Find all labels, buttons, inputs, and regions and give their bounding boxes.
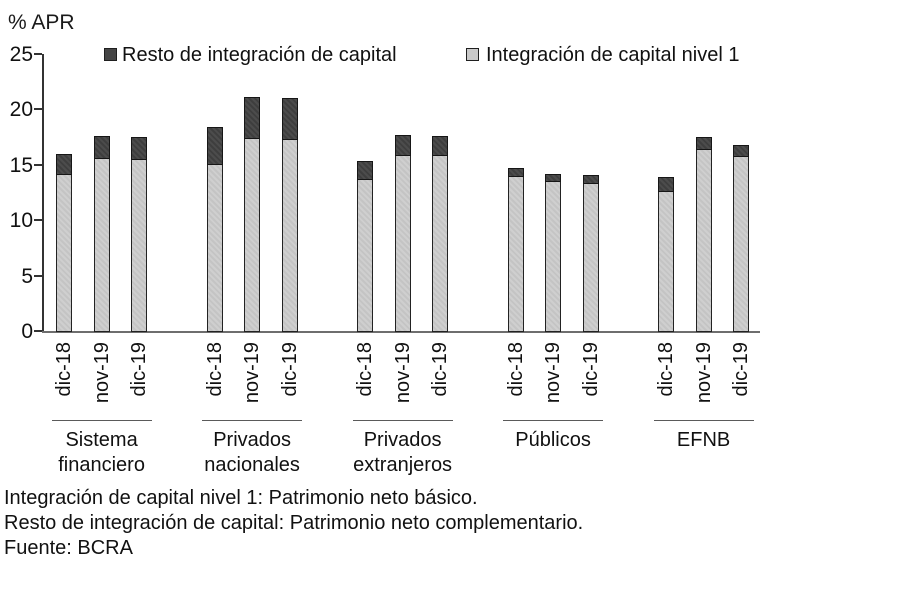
y-axis-tick <box>34 163 42 166</box>
bar-segment-nivel1 <box>733 155 750 332</box>
y-axis-tick <box>34 330 42 332</box>
bar-segment-resto <box>695 137 712 151</box>
bar-segment-nivel1 <box>357 179 373 332</box>
x-tick-label: dic-19 <box>128 342 151 397</box>
bar-segment-resto <box>131 137 148 161</box>
x-tick-label: dic-18 <box>504 342 527 397</box>
bar-segment-nivel1 <box>244 138 261 332</box>
bar-segment-nivel1 <box>507 175 524 332</box>
y-tick-label: 10 <box>9 209 33 233</box>
group-label-line: Sistema <box>65 429 138 451</box>
group-label: EFNB <box>619 428 789 453</box>
group-separator-line <box>503 420 604 421</box>
bar-segment-resto <box>507 168 524 177</box>
bar-segment-resto <box>545 173 562 183</box>
group-label-line: Privados <box>213 429 291 451</box>
bar-segment-resto <box>733 144 750 157</box>
footnotes: Integración de capital nivel 1: Patrimon… <box>4 486 583 561</box>
bar-segment-nivel1 <box>56 173 72 332</box>
footnote-nivel1: Integración de capital nivel 1: Patrimon… <box>4 487 478 509</box>
x-tick-label: nov-19 <box>241 342 264 404</box>
group-label: Públicos <box>468 428 638 453</box>
y-tick-label: 5 <box>21 264 33 288</box>
group-label-line: Públicos <box>515 429 591 451</box>
legend-label-nivel1: Integración de capital nivel 1 <box>486 44 740 66</box>
y-tick-label: 15 <box>9 153 33 177</box>
bar-segment-resto <box>658 176 674 193</box>
group-label: Privados nacionales <box>167 428 337 478</box>
y-axis-tick <box>34 108 42 111</box>
bar-segment-resto <box>206 127 223 165</box>
y-axis <box>42 54 44 333</box>
bar-segment-resto <box>56 153 72 175</box>
x-axis <box>42 331 760 333</box>
x-tick-label: dic-19 <box>579 342 602 397</box>
nivel1-legend-swatch-icon <box>466 48 479 61</box>
legend-label-resto: Resto de integración de capital <box>122 44 397 66</box>
bar-segment-nivel1 <box>394 154 411 332</box>
footnote-resto: Resto de integración de capital: Patrimo… <box>4 512 584 534</box>
group-label: Sistema financiero <box>17 428 187 478</box>
x-tick-label: dic-19 <box>429 342 452 397</box>
group-separator-line <box>202 420 303 421</box>
group-label-line: extranjeros <box>353 454 453 476</box>
bar-segment-resto <box>582 174 599 184</box>
x-tick-label: dic-18 <box>655 342 677 397</box>
y-axis-unit-label: % APR <box>8 11 75 34</box>
group-label-line: financiero <box>58 454 145 476</box>
y-tick-label: 20 <box>9 98 33 122</box>
x-tick-label: dic-18 <box>53 342 75 397</box>
x-tick-label: dic-19 <box>730 342 753 397</box>
bar-segment-nivel1 <box>281 139 298 332</box>
group-separator-line <box>653 420 754 421</box>
y-axis-tick <box>34 219 42 222</box>
bar-segment-nivel1 <box>206 163 223 332</box>
x-tick-label: nov-19 <box>692 342 715 404</box>
bar-segment-resto <box>394 134 411 156</box>
y-axis-tick <box>34 53 42 55</box>
x-tick-label: nov-19 <box>542 342 565 404</box>
bar-segment-resto <box>93 135 110 160</box>
bar-segment-resto <box>244 97 261 140</box>
bar-segment-nivel1 <box>131 159 148 332</box>
y-tick-label: 0 <box>21 320 33 343</box>
bar-segment-nivel1 <box>658 191 674 332</box>
group-label-line: Privados <box>363 429 442 451</box>
bar-segment-resto <box>357 161 373 181</box>
x-tick-label: nov-19 <box>90 342 113 404</box>
group-label: Privados extranjeros <box>318 428 488 478</box>
x-tick-label: dic-19 <box>278 342 301 397</box>
bar-segment-resto <box>432 135 449 156</box>
bar-segment-nivel1 <box>93 158 110 332</box>
bar-segment-nivel1 <box>432 154 449 332</box>
bar-segment-nivel1 <box>582 182 599 332</box>
group-label-line: EFNB <box>676 429 731 451</box>
x-tick-label: dic-18 <box>354 342 376 397</box>
bar-segment-resto <box>281 98 298 141</box>
y-axis-tick <box>34 274 42 277</box>
y-tick-label: 25 <box>9 43 33 66</box>
group-separator-line <box>352 420 453 421</box>
group-label-line: nacionales <box>204 454 300 476</box>
x-tick-label: nov-19 <box>391 342 414 404</box>
resto-legend-swatch-icon <box>104 48 117 61</box>
group-separator-line <box>51 420 152 421</box>
bar-segment-nivel1 <box>695 149 712 332</box>
footnote-source: Fuente: BCRA <box>4 537 133 559</box>
x-tick-label: dic-18 <box>203 342 226 397</box>
bar-segment-nivel1 <box>545 181 562 332</box>
